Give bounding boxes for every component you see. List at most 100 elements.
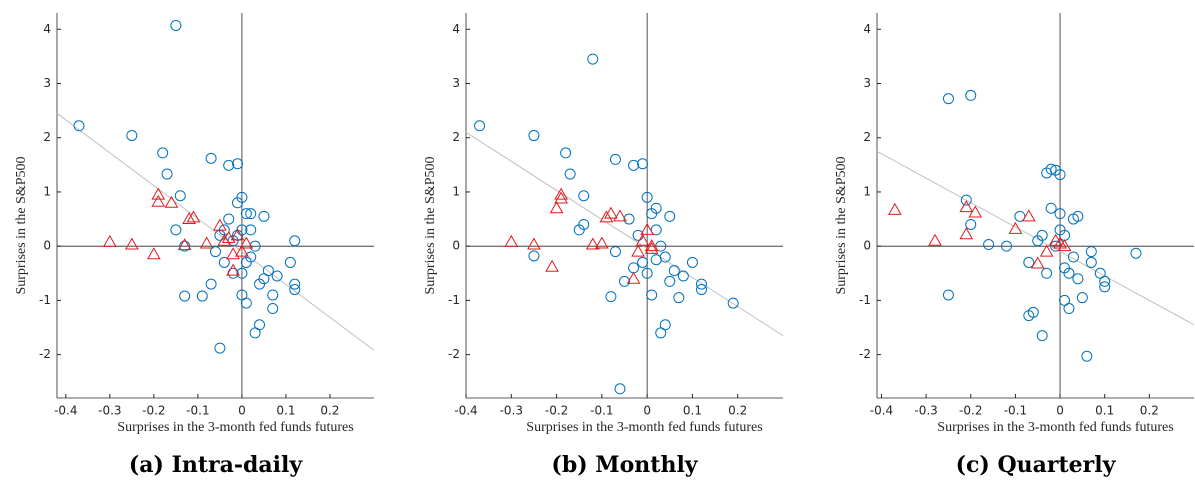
x-tick-label: -0.1 [186, 404, 209, 418]
triangle-point [226, 263, 240, 276]
circle-point [609, 153, 621, 165]
y-tick-label: 2 [863, 130, 871, 144]
circle-point [1023, 310, 1035, 322]
triangle-point [594, 236, 609, 249]
triangle-point [959, 200, 974, 213]
x-tick-label: 0.2 [728, 404, 747, 418]
circle-point [1085, 256, 1097, 268]
y-tick-label: -2 [448, 347, 460, 361]
triangle-point [164, 195, 179, 208]
circle-point [214, 342, 226, 354]
circle-point [1063, 303, 1075, 315]
y-tick-label: 1 [863, 184, 871, 198]
triangle-point [213, 218, 227, 231]
circle-point [564, 168, 576, 180]
circle-point [1054, 169, 1066, 181]
circle-point [1099, 275, 1111, 287]
x-tick-label: -0.2 [959, 404, 982, 418]
triangle-point [635, 233, 650, 246]
circle-point [1099, 281, 1111, 293]
circle-point [1063, 267, 1075, 279]
circle-point [289, 278, 301, 290]
circle-point [695, 284, 707, 296]
panel: -0.4 -0.3 -0.2 -0.1 0 0.1 0.2 -2 -1 0 1 2 3 4 Surprise… [14, 13, 375, 478]
triangle-point [146, 247, 161, 260]
circle-point [1036, 229, 1048, 241]
circle-point [623, 213, 635, 225]
circle-point [659, 251, 671, 263]
x-tick-label: -0.2 [545, 404, 568, 418]
circle-point [236, 191, 248, 203]
panel: -0.4 -0.3 -0.2 -0.1 0 0.1 0.2 -2 -1 0 1 2 3 4 Surprise… [834, 13, 1195, 478]
y-tick-label: 4 [863, 22, 871, 36]
circle-point [157, 147, 169, 159]
x-tick-label: -0.4 [870, 404, 893, 418]
circle-point [1045, 163, 1057, 175]
circle-point [289, 235, 301, 247]
triangle-point [199, 236, 214, 249]
y-tick-label: 2 [452, 130, 460, 144]
circle-point [179, 290, 191, 302]
x-tick-label: 0 [1056, 404, 1064, 418]
circle-point [474, 120, 486, 132]
circle-point [223, 159, 235, 171]
circle-point [240, 208, 252, 220]
y-tick-label: 0 [43, 239, 51, 253]
triangle-point [554, 191, 568, 204]
circle-point [179, 240, 191, 252]
triangle-point [182, 212, 196, 225]
triangle-point [968, 205, 983, 218]
triangle-point [186, 210, 201, 223]
circle-point [240, 256, 252, 268]
triangle-point [631, 244, 645, 257]
circle-point [942, 93, 954, 105]
circle-point [528, 130, 540, 142]
circle-point [205, 278, 217, 290]
circle-point [1067, 251, 1079, 263]
circle-point [1036, 330, 1048, 342]
circle-point [983, 239, 995, 251]
circle-point [210, 246, 221, 258]
triangle-point [626, 271, 641, 284]
triangle-point [604, 206, 618, 219]
triangle-point [151, 187, 166, 200]
y-axis-label: Surprises in the S&P500 [834, 156, 849, 294]
circle-point [289, 284, 301, 296]
y-tick-label: 1 [452, 184, 460, 198]
triangle-point [1008, 221, 1023, 234]
circle-point [1054, 208, 1066, 220]
fit-line [56, 112, 375, 351]
triangle-point [928, 233, 942, 246]
circle-point [727, 297, 739, 309]
triangle-point [124, 237, 139, 250]
circle-point [942, 289, 954, 301]
triangle-point [545, 259, 559, 272]
circle-point [271, 270, 283, 282]
circle-point [609, 246, 621, 258]
triangle-point [585, 237, 600, 250]
circle-point [236, 267, 248, 279]
circle-point [1027, 306, 1039, 318]
triangle-point [102, 234, 117, 247]
x-tick-label: 0.1 [276, 404, 295, 418]
fit-line [465, 131, 784, 337]
circle-point [245, 224, 257, 236]
y-tick-label: 1 [43, 184, 51, 198]
circle-point [965, 218, 977, 230]
circle-point [267, 303, 279, 315]
x-tick-label: -0.4 [454, 404, 477, 418]
x-tick-label: -0.1 [1004, 404, 1027, 418]
circle-point [673, 292, 685, 304]
x-tick-label: -0.3 [98, 404, 121, 418]
circle-point [637, 256, 649, 268]
circle-point [254, 319, 266, 331]
triangle-point [1039, 244, 1054, 257]
circle-point [170, 19, 182, 31]
circle-point [628, 262, 640, 274]
triangle-point [1030, 256, 1045, 269]
triangle-point [230, 228, 245, 241]
circle-point [161, 168, 173, 180]
circle-point [258, 210, 270, 222]
triangle-point [887, 202, 902, 215]
circle-point [1130, 247, 1142, 259]
